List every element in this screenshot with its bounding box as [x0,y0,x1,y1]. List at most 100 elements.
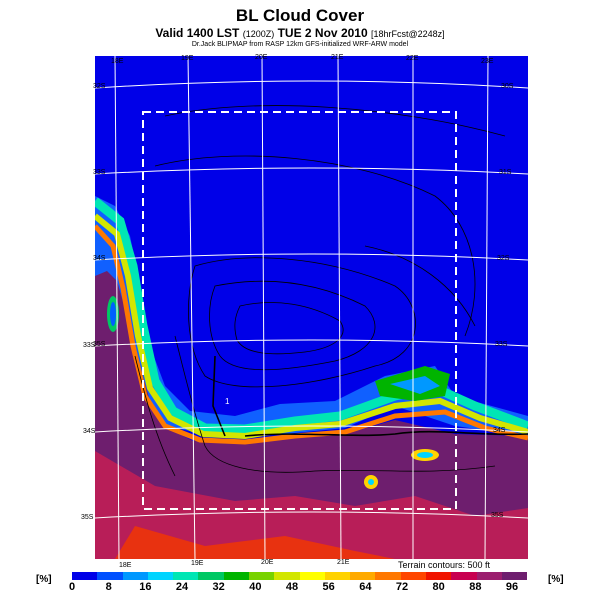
left-lat-label: 34S [83,428,96,435]
colorbar-swatch [324,572,351,580]
colorbar-tick-label: 0 [68,581,76,593]
top-lon-label: 22E [406,55,419,62]
top-lon-label: 19E [181,55,194,62]
bottom-lon-label: 21E [337,559,350,566]
colorbar-tick-label: 32 [212,581,225,593]
cloud-cell-south-core [368,479,374,485]
parallel-3 [94,253,529,261]
meridian-4 [337,55,342,560]
colorbar-unit-left: [%] [36,574,52,585]
colorbar-swatch [173,572,199,580]
right-lat-label: 30S [501,83,514,90]
model-credit: Dr.Jack BLIPMAP from RASP 12km GFS-initi… [191,41,409,48]
top-lon-label: 20E [255,54,268,61]
colorbar-swatch [501,572,528,580]
inland-cloud-cover [95,271,528,559]
terrain-contours [134,105,529,477]
terrain-contour-4 [154,155,476,337]
colorbar-tick-label: 96 [505,581,519,593]
colorbar-tick-label: 24 [175,581,189,593]
meridian-2 [187,55,196,560]
left-lat-label: 32S [93,83,106,90]
colorbar-swatch [248,572,275,580]
cloud-gradient-band-3 [93,224,529,445]
terrain-contour-5 [164,105,506,137]
colorbar-swatch [223,572,249,580]
top-lon-label: 21E [331,54,344,61]
southern-cloud-zone [95,451,528,559]
left-lat-label: 35S [81,514,94,521]
valid-time: Valid 1400 LST [155,26,240,40]
colorbar-tick-label: 64 [359,581,372,593]
terrain-contour-9 [364,245,476,327]
cloud-cover-map: 1 18E 19E 20E 21E 22E 23E 18E 19E 20E 21… [81,54,530,569]
colorbar-swatch [400,572,426,580]
meridian-6 [484,55,489,560]
map-title: BL Cloud Cover [235,6,365,25]
terrain-contour-1 [188,257,416,388]
parallel-2 [94,167,529,175]
colorbar-swatch [425,572,452,580]
colorbar-swatch [451,572,477,580]
colorbar-swatch [198,572,224,580]
bottom-lon-label: 20E [261,559,274,566]
left-lat-label: 33S [83,342,96,349]
colorbar-swatch [147,572,174,580]
colorbar-swatch [350,572,376,580]
parallel-5 [94,425,529,433]
colorbar-swatch [274,572,300,580]
bottom-lon-label: 19E [191,560,204,567]
meridian-3 [261,55,266,560]
colorbar-swatch [72,572,98,580]
top-lon-label: 18E [111,58,124,65]
terrain-contour-6 [174,335,496,473]
colorbar-tick-label: 16 [139,581,152,593]
cloud-cell-east-core [417,452,433,458]
right-lat-label: 35S [491,512,504,519]
cloud-patch-east-core [390,376,440,394]
right-lat-label: 33S [495,341,508,348]
colorbar-swatch [476,572,502,580]
left-lat-label: 33S [93,169,106,176]
colorbar-tick-label: 80 [432,581,445,593]
terrain-contour-7 [212,355,226,437]
terrain-contour-3 [234,302,344,355]
forecast-info: [18hrFcst@2248z] [370,29,445,39]
colorbar-ticks: 0 8 16 24 32 40 48 56 64 72 80 88 96 [68,581,532,595]
colorbar-tick-label: 72 [395,581,409,593]
valid-date: TUE 2 Nov 2010 [277,26,368,40]
cloud-cell-west-core [110,302,116,326]
map-canvas: 1 [92,55,530,560]
colorbar-tick-label: 48 [285,581,299,593]
left-lat-label: 34S [93,255,106,262]
colorbar-swatch [122,572,148,580]
map-subtitle: Valid 1400 LST (1200Z) TUE 2 Nov 2010 [1… [0,26,600,40]
terrain-contour-8 [244,430,529,437]
parallel-1 [94,80,529,89]
colorbar-swatch [375,572,401,580]
colorbar-tick-label: 56 [322,581,335,593]
top-lon-label: 23E [481,58,494,65]
colorbar [72,572,528,580]
colorbar-swatch [97,572,123,580]
lat-lon-grid [94,55,529,560]
bottom-lon-label: 18E [119,562,132,569]
meridian-1 [114,55,120,560]
terrain-contour-10 [134,355,176,477]
right-lat-label: 31S [499,169,512,176]
spot-marker: 1 [225,397,230,406]
colorbar-tick-label: 40 [249,581,262,593]
colorbar-unit-right: [%] [548,574,564,585]
right-lat-label: 32S [497,255,510,262]
colorbar-tick-label: 8 [105,581,112,593]
colorbar-swatch [299,572,325,580]
parallel-6 [94,511,529,519]
colorbar-tick-label: 88 [469,581,482,593]
left-lat-label: 35S [93,341,106,348]
parallel-4 [94,339,529,347]
terrain-contour-note: Terrain contours: 500 ft [398,560,491,570]
southern-high-cover [115,526,395,559]
inner-domain-box [142,111,457,510]
terrain-contour-2 [209,280,376,371]
right-lat-label: 34S [493,427,506,434]
